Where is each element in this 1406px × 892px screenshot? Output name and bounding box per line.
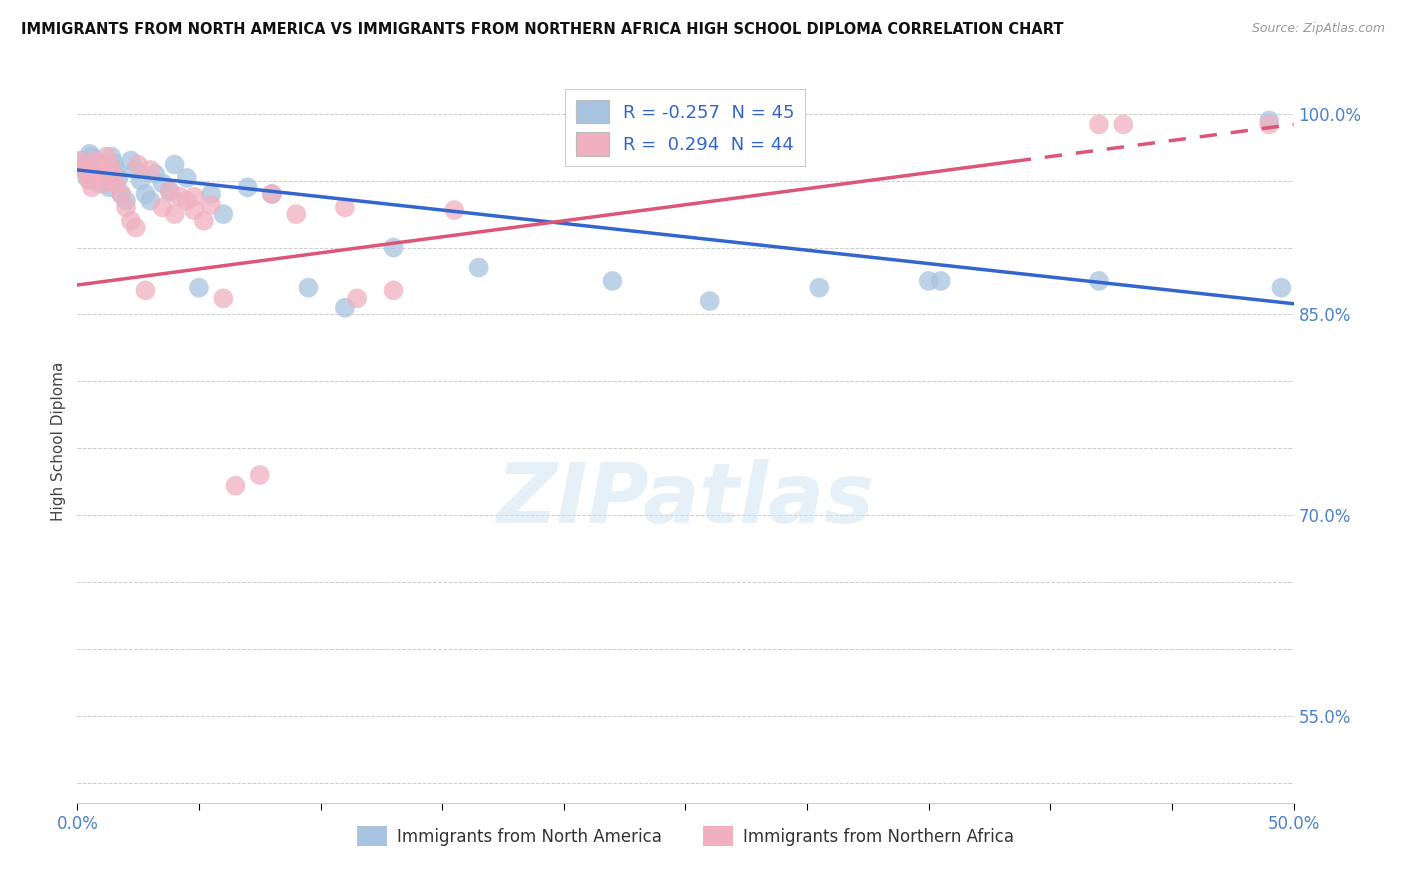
Point — [80, 180, 103, 194]
Point — [260, 187, 283, 202]
Point — [86, 157, 108, 171]
Point — [200, 197, 222, 211]
Point — [139, 162, 162, 177]
Point — [110, 187, 132, 202]
Point — [176, 171, 198, 186]
Point — [382, 283, 405, 297]
Point — [193, 213, 215, 227]
Point — [79, 146, 101, 161]
Point — [152, 176, 174, 190]
Point — [188, 280, 211, 294]
Point — [808, 280, 831, 294]
Point — [134, 283, 156, 297]
Point — [1258, 113, 1281, 128]
Point — [183, 189, 205, 203]
Point — [1088, 274, 1111, 288]
Point — [285, 207, 308, 221]
Point — [159, 184, 181, 198]
Point — [333, 200, 356, 214]
Point — [929, 274, 952, 288]
Text: ZIPatlas: ZIPatlas — [496, 458, 875, 540]
Point — [90, 171, 112, 186]
Point — [100, 162, 122, 177]
Point — [260, 187, 283, 202]
Y-axis label: High School Diploma: High School Diploma — [51, 362, 66, 521]
Point — [699, 293, 721, 308]
Point — [249, 467, 271, 482]
Point — [97, 156, 120, 170]
Point — [134, 187, 156, 202]
Point — [129, 173, 152, 187]
Point — [69, 153, 91, 168]
Point — [96, 173, 118, 187]
Point — [83, 157, 105, 171]
Point — [96, 149, 118, 163]
Point — [86, 167, 108, 181]
Point — [143, 167, 166, 181]
Point — [83, 153, 105, 168]
Point — [467, 260, 489, 275]
Point — [236, 180, 259, 194]
Point — [159, 184, 181, 198]
Point — [1270, 280, 1292, 294]
Point — [602, 274, 624, 288]
Point — [90, 160, 112, 174]
Point — [73, 162, 96, 177]
Point — [183, 202, 205, 217]
Point — [103, 171, 125, 186]
Point — [107, 171, 129, 186]
Point — [93, 176, 115, 190]
Point — [163, 157, 186, 171]
Point — [1088, 117, 1111, 131]
Point — [89, 176, 111, 190]
Point — [103, 156, 125, 170]
Point — [105, 176, 128, 190]
Point — [93, 167, 115, 181]
Point — [76, 167, 98, 181]
Point — [169, 189, 191, 203]
Point — [333, 301, 356, 315]
Point — [79, 173, 101, 187]
Point — [139, 194, 162, 208]
Point — [382, 240, 405, 254]
Point — [105, 162, 128, 177]
Point — [110, 187, 132, 202]
Point — [443, 202, 465, 217]
Point — [918, 274, 941, 288]
Point — [73, 162, 96, 177]
Point — [1112, 117, 1135, 131]
Point — [80, 149, 103, 163]
Point — [152, 200, 174, 214]
Point — [200, 187, 222, 202]
Point — [100, 149, 122, 163]
Point — [89, 162, 111, 177]
Point — [76, 171, 98, 186]
Point — [115, 194, 138, 208]
Point — [127, 157, 149, 171]
Legend: Immigrants from North America, Immigrants from Northern Africa: Immigrants from North America, Immigrant… — [350, 820, 1021, 852]
Point — [120, 153, 142, 168]
Point — [125, 220, 148, 235]
Point — [176, 194, 198, 208]
Point — [346, 291, 368, 305]
Point — [224, 478, 246, 492]
Point — [297, 280, 319, 294]
Point — [115, 200, 138, 214]
Text: IMMIGRANTS FROM NORTH AMERICA VS IMMIGRANTS FROM NORTHERN AFRICA HIGH SCHOOL DIP: IMMIGRANTS FROM NORTH AMERICA VS IMMIGRA… — [21, 22, 1063, 37]
Point — [1258, 117, 1281, 131]
Point — [120, 213, 142, 227]
Point — [70, 153, 93, 168]
Text: Source: ZipAtlas.com: Source: ZipAtlas.com — [1251, 22, 1385, 36]
Point — [70, 160, 93, 174]
Point — [212, 291, 235, 305]
Point — [163, 207, 186, 221]
Point — [212, 207, 235, 221]
Point — [125, 162, 148, 177]
Point — [97, 180, 120, 194]
